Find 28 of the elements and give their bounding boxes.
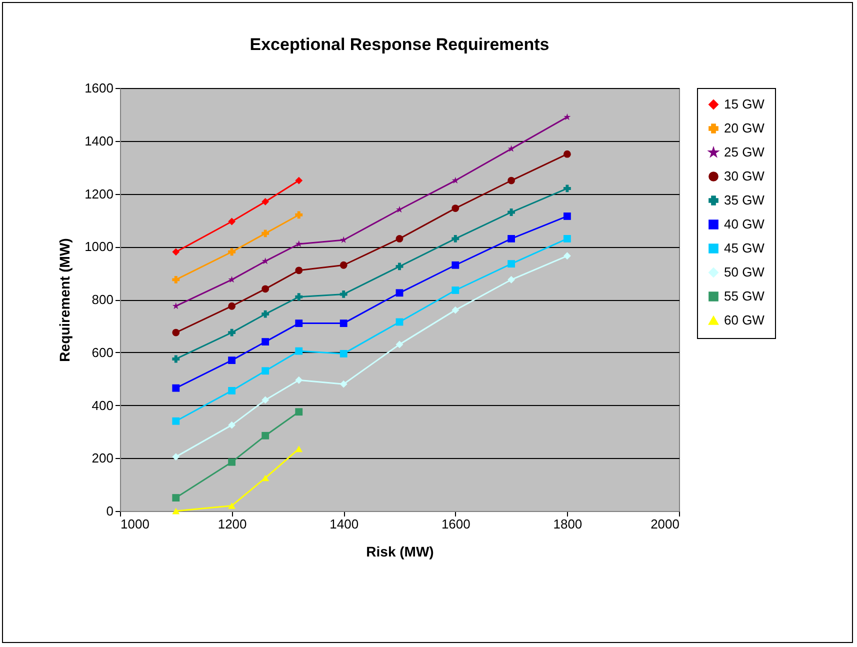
y-tick-label: 1200 bbox=[84, 186, 114, 202]
y-tick-label: 800 bbox=[92, 292, 114, 307]
y-axis-title: Requirement (MW) bbox=[56, 238, 73, 362]
legend-label: 60 GW bbox=[724, 312, 766, 328]
y-tick-label: 200 bbox=[92, 450, 114, 466]
x-tick-label: 1000 bbox=[120, 516, 150, 532]
legend-label: 15 GW bbox=[724, 96, 766, 112]
legend-label: 20 GW bbox=[724, 120, 766, 136]
y-tick-label: 0 bbox=[106, 504, 114, 518]
legend-label: 55 GW bbox=[724, 288, 766, 304]
y-tick-label: 1400 bbox=[84, 133, 114, 148]
x-tick-label: 1600 bbox=[441, 516, 470, 532]
chart-title: Exceptional Response Requirements bbox=[250, 35, 550, 54]
legend-label: 45 GW bbox=[724, 240, 766, 256]
x-tick-label: 1800 bbox=[553, 516, 582, 532]
y-tick-label: 400 bbox=[92, 398, 114, 413]
legend-label: 50 GW bbox=[724, 264, 766, 280]
y-tick-label: 1600 bbox=[84, 80, 114, 96]
x-axis-title: Risk (MW) bbox=[366, 544, 434, 560]
x-tick-label: 1200 bbox=[218, 516, 247, 532]
legend-label: 25 GW bbox=[724, 144, 766, 160]
y-tick-label: 1000 bbox=[84, 239, 114, 254]
x-tick-label: 2000 bbox=[650, 516, 680, 532]
legend-label: 30 GW bbox=[724, 168, 766, 184]
y-tick-label: 600 bbox=[92, 344, 114, 360]
x-tick-label: 1400 bbox=[330, 516, 359, 532]
legend-label: 40 GW bbox=[724, 216, 766, 232]
legend-label: 35 GW bbox=[724, 192, 766, 208]
